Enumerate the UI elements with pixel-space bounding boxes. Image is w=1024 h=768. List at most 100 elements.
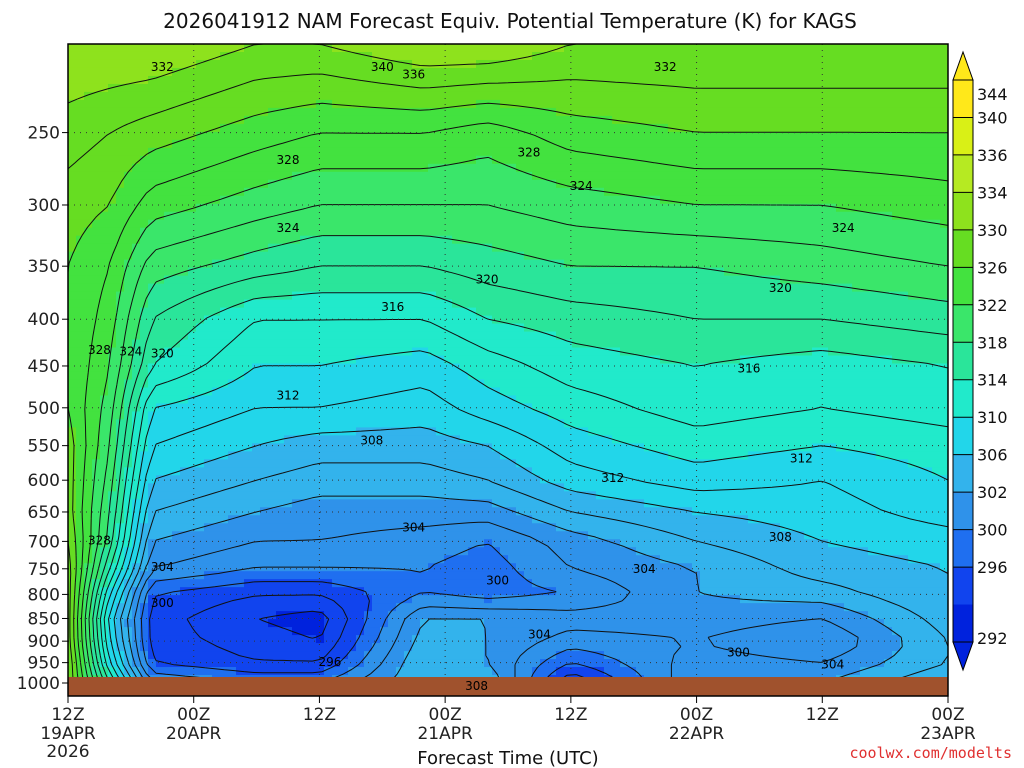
theta-cell	[476, 595, 485, 604]
theta-cell	[284, 99, 293, 109]
theta-cell	[316, 411, 325, 421]
theta-cell	[108, 443, 117, 452]
theta-cell	[308, 355, 317, 365]
theta-cell	[508, 667, 517, 676]
theta-cell	[556, 539, 565, 548]
theta-cell	[476, 483, 485, 492]
theta-cell	[100, 499, 109, 508]
theta-cell	[412, 219, 421, 229]
theta-cell	[540, 275, 549, 285]
theta-cell	[412, 107, 421, 117]
theta-cell	[244, 523, 253, 532]
theta-cell	[548, 651, 557, 660]
theta-cell	[364, 155, 373, 165]
theta-cell	[180, 427, 189, 436]
theta-cell	[548, 571, 557, 580]
theta-cell	[140, 123, 149, 133]
theta-cell	[324, 371, 333, 381]
theta-cell	[556, 235, 565, 245]
theta-cell	[116, 331, 125, 341]
theta-cell	[444, 67, 453, 77]
theta-cell	[500, 363, 509, 373]
theta-cell	[532, 387, 541, 397]
theta-cell	[508, 547, 517, 556]
theta-cell	[188, 499, 197, 508]
theta-cell	[140, 459, 149, 468]
theta-cell	[108, 387, 117, 397]
theta-cell	[236, 59, 245, 69]
theta-cell	[100, 179, 109, 189]
theta-cell	[276, 331, 285, 341]
theta-cell	[164, 227, 173, 237]
theta-cell	[172, 667, 181, 676]
theta-cell	[132, 219, 141, 229]
theta-cell	[220, 387, 229, 397]
theta-cell	[436, 555, 445, 564]
theta-cell	[452, 283, 461, 293]
theta-cell	[228, 491, 237, 500]
theta-cell	[548, 67, 557, 77]
theta-cell	[332, 283, 341, 293]
theta-cell	[84, 291, 93, 301]
theta-cell	[372, 323, 381, 333]
theta-cell	[484, 651, 493, 660]
theta-cell	[92, 363, 101, 373]
theta-cell	[172, 347, 181, 357]
theta-cell	[476, 211, 485, 221]
theta-cell	[324, 379, 333, 389]
theta-cell	[396, 267, 405, 277]
theta-cell	[300, 259, 309, 269]
theta-cell	[252, 131, 261, 141]
theta-cell	[516, 171, 525, 181]
theta-cell	[500, 435, 509, 444]
theta-cell	[500, 579, 509, 588]
theta-cell	[460, 139, 469, 149]
theta-cell	[284, 651, 293, 660]
theta-cell	[180, 115, 189, 125]
theta-cell	[92, 211, 101, 221]
theta-cell	[260, 443, 269, 452]
theta-cell	[500, 371, 509, 381]
theta-cell	[164, 59, 173, 69]
theta-cell	[332, 347, 341, 357]
theta-cell	[428, 171, 437, 181]
theta-cell	[84, 251, 93, 261]
theta-cell	[204, 531, 213, 540]
theta-cell	[92, 563, 101, 572]
theta-cell	[484, 44, 493, 53]
theta-cell	[300, 139, 309, 149]
theta-cell	[172, 299, 181, 309]
theta-cell	[348, 251, 357, 261]
theta-cell	[76, 163, 85, 173]
theta-cell	[188, 267, 197, 277]
theta-cell	[524, 499, 533, 508]
theta-cell	[356, 499, 365, 508]
theta-cell	[492, 627, 501, 636]
theta-cell	[356, 131, 365, 141]
theta-cell	[260, 339, 269, 349]
theta-cell	[116, 659, 125, 668]
theta-cell	[388, 571, 397, 580]
theta-cell	[556, 51, 565, 61]
theta-cell	[284, 603, 293, 612]
theta-cell	[452, 323, 461, 333]
theta-cell	[444, 147, 453, 157]
theta-cell	[164, 123, 173, 133]
theta-cell	[388, 411, 397, 421]
theta-cell	[476, 187, 485, 197]
theta-cell	[428, 379, 437, 389]
theta-cell	[388, 211, 397, 221]
theta-cell	[268, 515, 277, 524]
theta-cell	[300, 395, 309, 405]
theta-cell	[212, 635, 221, 644]
theta-cell	[100, 643, 109, 652]
theta-cell	[492, 403, 501, 413]
theta-cell	[164, 171, 173, 181]
theta-cell	[116, 299, 125, 309]
theta-cell	[452, 515, 461, 524]
theta-cell	[196, 219, 205, 229]
theta-cell	[444, 531, 453, 540]
theta-cell	[388, 115, 397, 125]
theta-cell	[388, 355, 397, 365]
theta-cell	[100, 211, 109, 221]
